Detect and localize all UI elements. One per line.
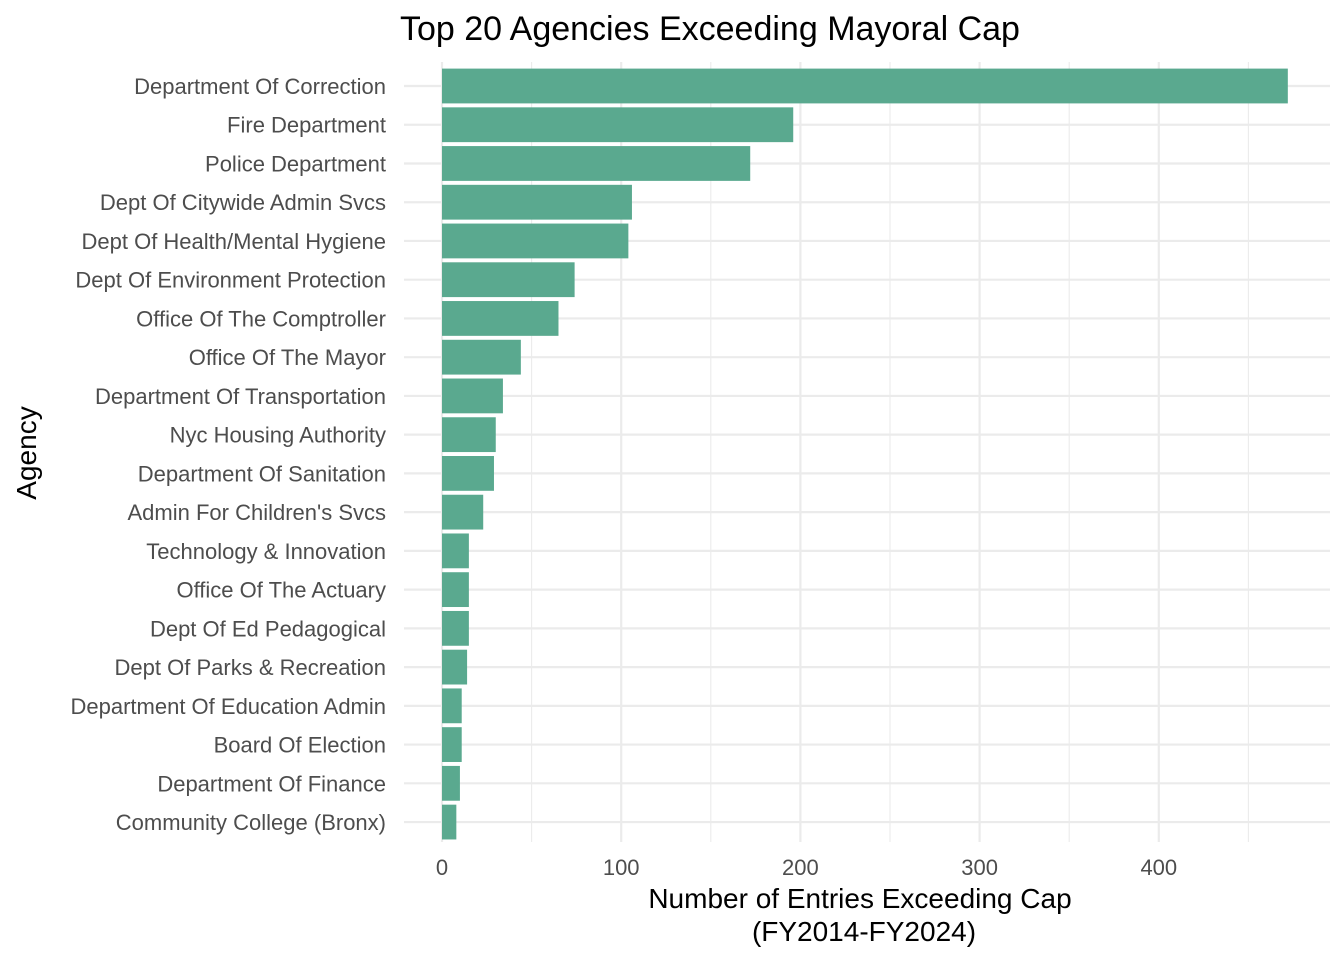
bar [442,107,794,143]
y-tick-label: Dept Of Parks & Recreation [115,655,386,680]
y-tick-label: Dept Of Citywide Admin Svcs [100,190,386,215]
y-tick-label: Department Of Transportation [95,384,386,409]
x-tick-label: 0 [436,855,448,880]
bars [442,68,1288,840]
bar [442,494,484,530]
y-tick-label: Dept Of Health/Mental Hygiene [82,229,387,254]
y-tick-label: Technology & Innovation [146,539,386,564]
y-tick-label: Board Of Election [214,733,386,758]
bar [442,146,751,181]
bar [442,572,469,608]
chart-title: Top 20 Agencies Exceeding Mayoral Cap [400,10,1020,48]
bar [442,378,503,414]
y-tick-label: Department Of Sanitation [138,461,386,486]
bar [442,456,494,491]
bar [442,184,632,220]
y-tick-label: Department Of Finance [157,771,386,796]
bar [442,533,469,569]
y-tick-label: Dept Of Ed Pedagogical [150,616,386,641]
bar [442,223,629,259]
y-tick-label: Office Of The Comptroller [136,306,386,331]
x-tick-labels: 0 100 200 300 400 [436,855,1177,880]
y-tick-label: Police Department [205,151,386,176]
bar [442,765,460,801]
x-tick-label: 300 [961,855,998,880]
y-tick-label: Department Of Correction [134,74,386,99]
bar [442,804,457,840]
y-tick-label: Office Of The Mayor [189,345,386,370]
bar [442,610,469,646]
y-tick-label: Nyc Housing Authority [170,423,386,448]
bar [442,339,521,375]
x-tick-label: 200 [782,855,819,880]
bar [442,649,468,685]
bar [442,68,1288,104]
bar [442,417,496,453]
y-tick-label: Dept Of Environment Protection [75,268,386,293]
x-tick-label: 400 [1140,855,1177,880]
x-axis-title-line-1: Number of Entries Exceeding Cap [648,883,1071,914]
y-tick-label: Department Of Education Admin [71,694,387,719]
y-tick-label: Community College (Bronx) [116,810,386,835]
bar [442,301,559,336]
y-tick-labels: Department Of Correction Fire Department P… [71,74,387,835]
bar [442,688,462,724]
y-axis-title: Agency [11,406,42,499]
y-tick-label: Fire Department [227,113,386,138]
bar [442,727,462,762]
x-axis-title-line-2: (FY2014-FY2024) [752,916,976,947]
y-tick-label: Office Of The Actuary [176,578,386,603]
y-tick-label: Admin For Children's Svcs [128,500,387,525]
bar [442,262,575,298]
x-tick-label: 100 [603,855,640,880]
